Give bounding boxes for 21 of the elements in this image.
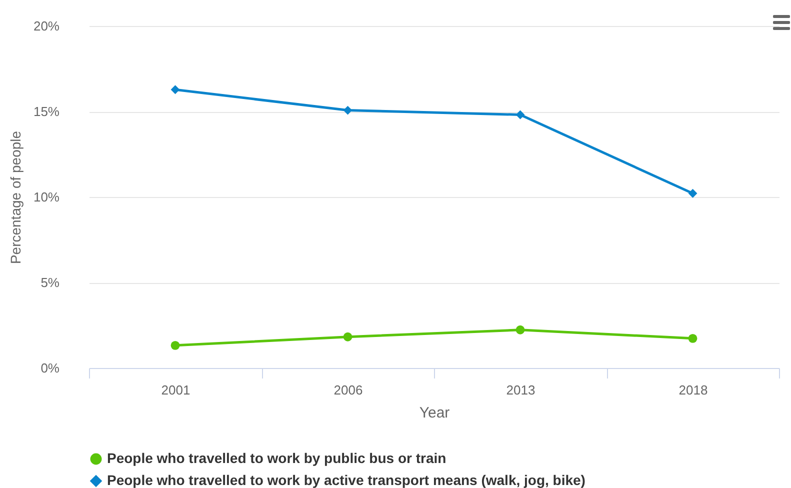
point [343,332,352,342]
legend-label: People who travelled to work by public bus or train [107,450,446,466]
point [688,188,698,198]
x-axis-title: Year [419,404,450,422]
x-tick-label: 2006 [334,382,363,398]
y-tick-label: 0% [40,360,60,376]
y-axis-title: Percentage of people [7,130,24,264]
x-tick-label: 2018 [678,382,708,398]
point [170,340,180,350]
y-tick-label: 20% [33,18,60,34]
point [516,110,525,120]
legend-label: People who travelled to work by active transport means (walk, jog, bike) [107,472,586,488]
x-tick-label: 2001 [161,382,190,398]
y-tick-label: 10% [33,190,60,204]
y-tick-label: 5% [40,275,60,290]
point [170,85,180,94]
point [343,106,352,115]
point [516,325,525,334]
point [688,334,698,343]
y-tick-label: 15% [33,104,60,119]
x-tick-label: 2013 [506,382,536,398]
